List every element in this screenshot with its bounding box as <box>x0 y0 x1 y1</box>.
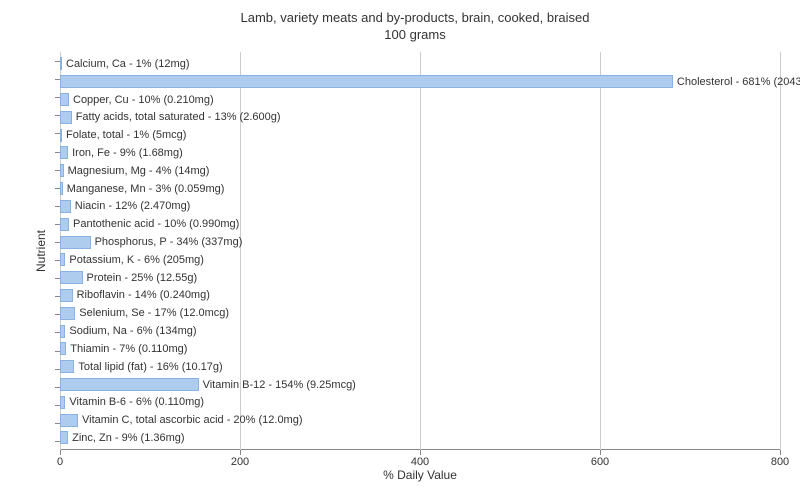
bar-label: Vitamin B-6 - 6% (0.110mg) <box>69 396 204 408</box>
bar-label: Zinc, Zn - 9% (1.36mg) <box>72 432 184 444</box>
x-tick <box>240 450 241 455</box>
bar-label: Vitamin B-12 - 154% (9.25mcg) <box>203 379 356 391</box>
x-tick-label: 200 <box>231 456 249 468</box>
bar-label: Total lipid (fat) - 16% (10.17g) <box>78 361 222 373</box>
bar-row: Iron, Fe - 9% (1.68mg) <box>60 144 780 161</box>
nutrition-chart: Lamb, variety meats and by-products, bra… <box>0 0 800 500</box>
x-tick <box>420 450 421 455</box>
bar <box>60 129 62 142</box>
bar-label: Manganese, Mn - 3% (0.059mg) <box>67 183 225 195</box>
bar-label: Selenium, Se - 17% (12.0mcg) <box>79 307 229 319</box>
x-tick <box>60 450 61 455</box>
bar-label: Niacin - 12% (2.470mg) <box>75 200 191 212</box>
bar-row: Magnesium, Mg - 4% (14mg) <box>60 162 780 179</box>
bar-row: Cholesterol - 681% (2043mg) <box>60 73 780 90</box>
bar <box>60 236 91 249</box>
bar-row: Pantothenic acid - 10% (0.990mg) <box>60 216 780 233</box>
x-tick <box>600 450 601 455</box>
bar-row: Riboflavin - 14% (0.240mg) <box>60 287 780 304</box>
bar-row: Vitamin B-12 - 154% (9.25mcg) <box>60 376 780 393</box>
bar <box>60 146 68 159</box>
bar <box>60 218 69 231</box>
bar-label: Thiamin - 7% (0.110mg) <box>70 343 187 355</box>
bar <box>60 253 65 266</box>
bar-row: Total lipid (fat) - 16% (10.17g) <box>60 358 780 375</box>
bar-row: Niacin - 12% (2.470mg) <box>60 198 780 215</box>
bar-label: Folate, total - 1% (5mcg) <box>66 129 186 141</box>
gridline <box>780 52 781 450</box>
bar <box>60 164 64 177</box>
chart-title: Lamb, variety meats and by-products, bra… <box>50 10 780 25</box>
bar <box>60 75 673 88</box>
bar-row: Calcium, Ca - 1% (12mg) <box>60 55 780 72</box>
bar-row: Protein - 25% (12.55g) <box>60 269 780 286</box>
bar-label: Iron, Fe - 9% (1.68mg) <box>72 147 183 159</box>
x-tick <box>780 450 781 455</box>
bar <box>60 289 73 302</box>
bar-row: Vitamin C, total ascorbic acid - 20% (12… <box>60 412 780 429</box>
bar-label: Vitamin C, total ascorbic acid - 20% (12… <box>82 414 303 426</box>
bar-row: Folate, total - 1% (5mcg) <box>60 127 780 144</box>
bar-label: Copper, Cu - 10% (0.210mg) <box>73 94 214 106</box>
y-axis-label: Nutrient <box>34 230 48 272</box>
x-axis-label: % Daily Value <box>383 468 457 482</box>
bar <box>60 93 69 106</box>
bar-row: Manganese, Mn - 3% (0.059mg) <box>60 180 780 197</box>
bar <box>60 325 65 338</box>
bar <box>60 414 78 427</box>
bar <box>60 111 72 124</box>
bars-container: Calcium, Ca - 1% (12mg) Cholesterol - 681… <box>60 52 780 450</box>
bar-row: Selenium, Se - 17% (12.0mcg) <box>60 305 780 322</box>
bar-label: Phosphorus, P - 34% (337mg) <box>95 236 243 248</box>
bar <box>60 342 66 355</box>
x-tick-label: 400 <box>411 456 429 468</box>
bar-row: Vitamin B-6 - 6% (0.110mg) <box>60 394 780 411</box>
bar <box>60 378 199 391</box>
bar-row: Sodium, Na - 6% (134mg) <box>60 323 780 340</box>
bar <box>60 57 62 70</box>
bar-label: Pantothenic acid - 10% (0.990mg) <box>73 218 239 230</box>
bar-label: Cholesterol - 681% (2043mg) <box>677 76 800 88</box>
bar-label: Protein - 25% (12.55g) <box>87 272 198 284</box>
bar-label: Fatty acids, total saturated - 13% (2.60… <box>76 111 281 123</box>
plot-area: Nutrient % Daily Value 0200400600800 Cal… <box>60 52 780 450</box>
bar-label: Potassium, K - 6% (205mg) <box>69 254 204 266</box>
bar-row: Phosphorus, P - 34% (337mg) <box>60 234 780 251</box>
bar <box>60 200 71 213</box>
bar-row: Copper, Cu - 10% (0.210mg) <box>60 91 780 108</box>
bar-row: Fatty acids, total saturated - 13% (2.60… <box>60 109 780 126</box>
bar-label: Magnesium, Mg - 4% (14mg) <box>68 165 210 177</box>
bar-row: Thiamin - 7% (0.110mg) <box>60 340 780 357</box>
bar-label: Riboflavin - 14% (0.240mg) <box>77 289 210 301</box>
bar-label: Calcium, Ca - 1% (12mg) <box>66 58 189 70</box>
bar <box>60 360 74 373</box>
bar <box>60 307 75 320</box>
bar <box>60 396 65 409</box>
bar <box>60 182 63 195</box>
bar <box>60 431 68 444</box>
bar-label: Sodium, Na - 6% (134mg) <box>69 325 196 337</box>
chart-subtitle: 100 grams <box>50 27 780 42</box>
x-tick-label: 600 <box>591 456 609 468</box>
bar <box>60 271 83 284</box>
x-tick-label: 800 <box>771 456 789 468</box>
x-tick-label: 0 <box>57 456 63 468</box>
bar-row: Potassium, K - 6% (205mg) <box>60 251 780 268</box>
bar-row: Zinc, Zn - 9% (1.36mg) <box>60 429 780 446</box>
